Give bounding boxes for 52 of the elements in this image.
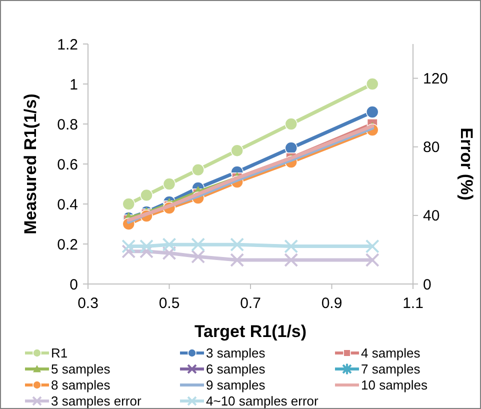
y-tick-label: 1.2 — [57, 36, 78, 54]
point — [230, 238, 244, 252]
legend-label: R1 — [51, 346, 68, 361]
point — [122, 239, 136, 254]
y-tick-label: 0.8 — [57, 116, 78, 134]
y2-axis-title: Error (%) — [457, 128, 476, 200]
y-tick-label: 0 — [70, 276, 78, 294]
point — [366, 106, 379, 118]
point — [230, 144, 244, 157]
point — [230, 253, 244, 267]
y2-tick-label: 0 — [423, 276, 432, 294]
legend-label: 3 samples error — [51, 394, 142, 409]
y2-tick-label: 80 — [423, 139, 440, 156]
point — [191, 250, 206, 264]
x-tick-label: 0.9 — [321, 295, 342, 312]
point — [366, 78, 379, 90]
legend-label: 4 samples — [361, 346, 421, 361]
point — [162, 178, 176, 190]
y2-tick-label: 40 — [423, 208, 440, 225]
x-tick-label: 0.3 — [78, 295, 98, 312]
point — [365, 253, 380, 267]
point — [162, 238, 176, 252]
y-tick-label: 0.6 — [57, 156, 78, 174]
point — [140, 239, 154, 254]
point — [365, 239, 380, 254]
x-tick-label: 0.5 — [158, 295, 180, 312]
point — [191, 238, 206, 252]
legend-label: 10 samples — [361, 378, 428, 393]
point — [162, 246, 176, 260]
point — [284, 142, 298, 154]
x-tick-label: 1.1 — [402, 295, 424, 312]
point — [284, 253, 298, 267]
x-axis-title: Target R1(1/s) — [194, 322, 307, 341]
legend-label: 9 samples — [206, 378, 266, 393]
y-tick-label: 1 — [70, 76, 78, 94]
legend-label: 7 samples — [361, 362, 421, 377]
y-tick-label: 0.4 — [57, 196, 78, 214]
point — [284, 239, 298, 254]
y-tick-label: 0.2 — [57, 236, 78, 254]
point — [192, 163, 204, 176]
y-axis-title: Measured R1(1/s) — [21, 94, 40, 234]
y2-tick-label: 120 — [423, 70, 448, 88]
legend-label: 5 samples — [51, 362, 111, 377]
point — [284, 118, 298, 130]
legend-label: 6 samples — [206, 362, 266, 377]
legend-label: 3 samples — [206, 346, 266, 361]
x-tick-label: 0.7 — [240, 295, 261, 312]
point — [140, 188, 153, 202]
legend-label: 4~10 samples error — [206, 394, 320, 409]
legend-label: 8 samples — [51, 378, 111, 393]
point — [122, 198, 136, 210]
point — [122, 244, 136, 258]
